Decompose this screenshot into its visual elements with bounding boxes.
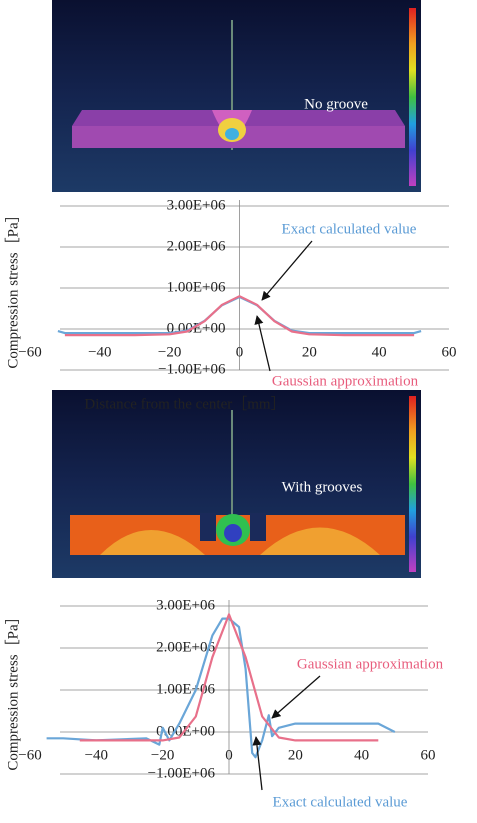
y-tick-label: 1.00E+06	[167, 279, 226, 295]
y-tick-label: 2.00E+06	[167, 238, 226, 254]
annotation-arrow	[262, 241, 312, 300]
annotation-arrow	[257, 316, 270, 371]
y-axis-label: Compression stress［Pa］	[4, 609, 21, 770]
x-tick-label: 0	[225, 747, 233, 763]
annotation-arrow	[272, 676, 320, 718]
figure: No groove With grooves 3.00E+06 2.00E+06 1…	[0, 0, 477, 818]
x-tick-label: 60	[442, 344, 457, 360]
y-tick-label: −1.00E+06	[148, 765, 216, 781]
annotation: Gaussian approximation	[272, 373, 419, 389]
image-label: No groove	[304, 96, 368, 112]
x-axis-label: Distance from the center［mm］	[84, 395, 285, 412]
page: {"images": [{"label": "No groove"}, {"la…	[0, 0, 477, 818]
x-tick-label: 60	[421, 747, 436, 763]
x-tick-label: −20	[158, 344, 181, 360]
simulation-image	[52, 390, 421, 578]
y-axis-label: Compression stress［Pa］	[4, 207, 21, 368]
y-tick-label: 3.00E+06	[167, 197, 226, 213]
series-line	[47, 619, 395, 758]
x-tick-label: −20	[151, 747, 174, 763]
y-tick-label: 3.00E+06	[156, 597, 215, 613]
annotation: Gaussian approximation	[297, 656, 444, 672]
x-tick-label: −60	[18, 344, 41, 360]
image-label: With grooves	[282, 479, 363, 495]
annotation: Exact calculated value	[282, 221, 417, 237]
y-tick-label: −1.00E+06	[158, 361, 226, 377]
x-tick-label: 20	[288, 747, 303, 763]
x-tick-label: −40	[88, 344, 111, 360]
annotation: Exact calculated value	[273, 794, 408, 810]
y-tick-label: 1.00E+06	[156, 681, 215, 697]
x-tick-label: −40	[85, 747, 108, 763]
x-tick-label: 20	[302, 344, 317, 360]
x-tick-label: 0	[236, 344, 244, 360]
x-tick-label: 40	[372, 344, 387, 360]
x-tick-label: 40	[354, 747, 369, 763]
x-tick-label: −60	[18, 747, 41, 763]
